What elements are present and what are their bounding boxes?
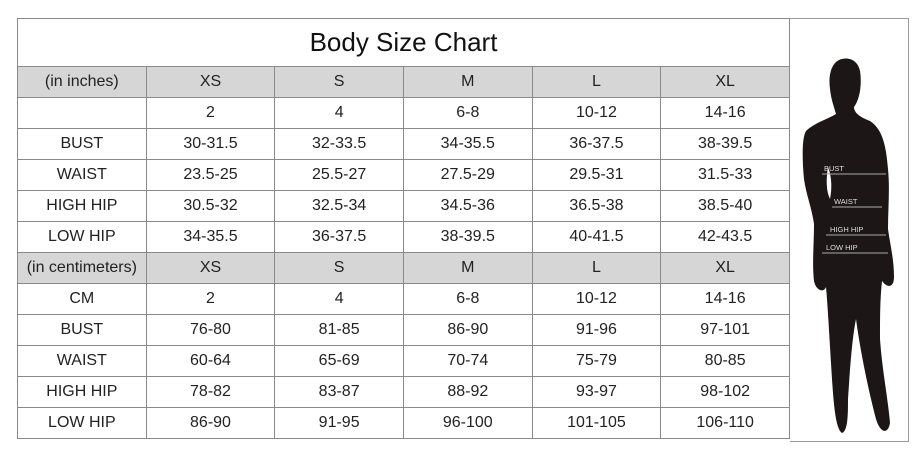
table-cell: 14-16 — [660, 97, 790, 129]
header-cell: XL — [660, 252, 790, 284]
table-cell: 83-87 — [274, 376, 404, 408]
row-label-cell — [17, 97, 147, 129]
table-cell: 75-79 — [531, 345, 662, 377]
table-cell: 106-110 — [660, 407, 790, 439]
header-cell: S — [274, 252, 404, 284]
table-cell: 31.5-33 — [660, 159, 790, 191]
table-cell: 6-8 — [402, 283, 533, 315]
silhouette-illustration: BUST WAIST HIGH HIP LOW HIP — [802, 58, 894, 433]
table-row: BUST 30-31.5 32-33.5 34-35.5 36-37.5 38-39.5 — [17, 128, 790, 160]
table-cell: 86-90 — [145, 407, 276, 439]
row-label-cell: LOW HIP — [17, 221, 147, 253]
row-label-cell: HIGH HIP — [17, 190, 147, 222]
header-cell: XL — [660, 66, 790, 98]
table-cell: 38-39.5 — [402, 221, 533, 253]
table-cell: 30-31.5 — [145, 128, 276, 160]
table-cell: 2 — [145, 283, 276, 315]
header-cell: L — [531, 66, 662, 98]
table-cell: 36-37.5 — [531, 128, 662, 160]
table-cell: 36.5-38 — [531, 190, 662, 222]
table-row: BUST 76-80 81-85 86-90 91-96 97-101 — [17, 314, 790, 346]
table-cell: 40-41.5 — [531, 221, 662, 253]
table-cell: 4 — [274, 97, 404, 129]
table-row: WAIST 23.5-25 25.5-27 27.5-29 29.5-31 31.5-33 — [17, 159, 790, 191]
row-label-cell: BUST — [17, 314, 147, 346]
header-cell: M — [402, 66, 533, 98]
table-cell: 86-90 — [402, 314, 533, 346]
body-size-chart-table: Body Size Chart (in inches) XS S M L XL 2 4 6-8 1… — [17, 18, 790, 439]
table-cell: 25.5-27 — [274, 159, 404, 191]
table-cell: 38.5-40 — [660, 190, 790, 222]
table-row: LOW HIP 34-35.5 36-37.5 38-39.5 40-41.5 42-43… — [17, 221, 790, 253]
table-cell: 80-85 — [660, 345, 790, 377]
figure-label-bust: BUST — [824, 164, 844, 173]
table-cell: 32.5-34 — [274, 190, 404, 222]
body-measurement-figure: BUST WAIST HIGH HIP LOW HIP — [790, 18, 909, 442]
header-cell: XS — [145, 66, 276, 98]
header-cell: (in inches) — [17, 66, 147, 98]
table-row: HIGH HIP 30.5-32 32.5-34 34.5-36 36.5-38 38.5… — [17, 190, 790, 222]
row-label-cell: CM — [17, 283, 147, 315]
table-cell: 65-69 — [274, 345, 404, 377]
table-cell: 34-35.5 — [145, 221, 276, 253]
row-label-cell: HIGH HIP — [17, 376, 147, 408]
table-cell: 34-35.5 — [402, 128, 533, 160]
table-row: WAIST 60-64 65-69 70-74 75-79 80-85 — [17, 345, 790, 377]
table-cell: 38-39.5 — [660, 128, 790, 160]
table-cell: 32-33.5 — [274, 128, 404, 160]
chart-title: Body Size Chart — [17, 18, 790, 67]
table-cell: 34.5-36 — [402, 190, 533, 222]
table-cell: 29.5-31 — [531, 159, 662, 191]
table-row: LOW HIP 86-90 91-95 96-100 101-105 106-110 — [17, 407, 790, 439]
row-label-cell: LOW HIP — [17, 407, 147, 439]
row-label-cell: BUST — [17, 128, 147, 160]
header-cell: XS — [145, 252, 276, 284]
header-cell: S — [274, 66, 404, 98]
table-row: HIGH HIP 78-82 83-87 88-92 93-97 98-102 — [17, 376, 790, 408]
table-cell: 10-12 — [531, 97, 662, 129]
header-cell: (in centimeters) — [17, 252, 147, 284]
table-cell: 36-37.5 — [274, 221, 404, 253]
figure-label-high-hip: HIGH HIP — [830, 225, 863, 234]
table-cell: 101-105 — [531, 407, 662, 439]
figure-label-waist: WAIST — [834, 197, 858, 206]
table-cell: 91-95 — [274, 407, 404, 439]
header-cell: M — [402, 252, 533, 284]
table-cell: 60-64 — [145, 345, 276, 377]
table-cell: 97-101 — [660, 314, 790, 346]
table-cell: 27.5-29 — [402, 159, 533, 191]
table-row: 2 4 6-8 10-12 14-16 — [17, 97, 790, 129]
table-cell: 30.5-32 — [145, 190, 276, 222]
header-cell: L — [531, 252, 662, 284]
table-cell: 78-82 — [145, 376, 276, 408]
table-cell: 98-102 — [660, 376, 790, 408]
row-label-cell: WAIST — [17, 159, 147, 191]
row-label-cell: WAIST — [17, 345, 147, 377]
table-cell: 4 — [274, 283, 404, 315]
silhouette-shape — [802, 58, 894, 433]
table-cell: 81-85 — [274, 314, 404, 346]
centimeters-header-row: (in centimeters) XS S M L XL — [17, 252, 790, 284]
table-cell: 96-100 — [402, 407, 533, 439]
table-cell: 76-80 — [145, 314, 276, 346]
figure-label-low-hip: LOW HIP — [826, 243, 858, 252]
table-cell: 2 — [145, 97, 276, 129]
table-row: CM 2 4 6-8 10-12 14-16 — [17, 283, 790, 315]
table-cell: 91-96 — [531, 314, 662, 346]
inches-header-row: (in inches) XS S M L XL — [17, 66, 790, 98]
table-cell: 6-8 — [402, 97, 533, 129]
table-cell: 93-97 — [531, 376, 662, 408]
table-cell: 14-16 — [660, 283, 790, 315]
table-cell: 10-12 — [531, 283, 662, 315]
table-cell: 70-74 — [402, 345, 533, 377]
table-cell: 88-92 — [402, 376, 533, 408]
table-cell: 23.5-25 — [145, 159, 276, 191]
table-cell: 42-43.5 — [660, 221, 790, 253]
